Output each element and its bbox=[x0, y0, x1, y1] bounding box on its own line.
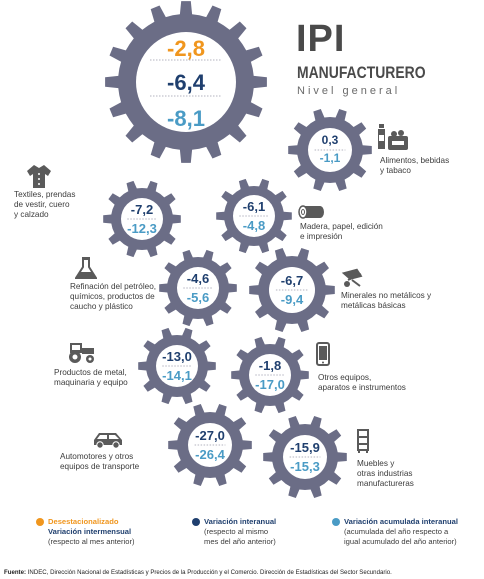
muebles-acumulada: -15,3 bbox=[290, 459, 320, 474]
muebles-label: Muebles y otras industrias manufacturera… bbox=[357, 459, 414, 488]
general-desestacionalizado: -2,8 bbox=[167, 36, 205, 61]
wheelbarrow-icon bbox=[341, 268, 363, 287]
textiles-label: Textiles, prendas de vestir, cuero y cal… bbox=[14, 190, 76, 219]
legend-title-interanual: Variación interanual bbox=[204, 517, 277, 526]
gear-metal-center bbox=[156, 345, 198, 387]
gear-refinacion-center bbox=[177, 267, 219, 309]
general-acumulada: -8,1 bbox=[167, 106, 205, 131]
gear-refinacion bbox=[159, 249, 237, 327]
otros-equipos-acumulada: -17,0 bbox=[255, 377, 285, 392]
tractor-icon bbox=[69, 343, 94, 363]
legend-text-interanual: (respecto al mismo mes del año anterior) bbox=[204, 527, 276, 546]
refinacion-label: Refinación del petróleo, químicos, produ… bbox=[70, 282, 157, 311]
legend-dot-navy bbox=[192, 518, 200, 526]
legend-text-acumulada: (acumulada del año respecto a igual acum… bbox=[344, 527, 457, 546]
refinacion-acumulada: -5,6 bbox=[186, 290, 210, 305]
madera-acumulada: -4,8 bbox=[242, 218, 266, 233]
general-interanual: -6,4 bbox=[167, 70, 205, 95]
gear-otros-equipos-center bbox=[249, 354, 291, 396]
metal-interanual: -13,0 bbox=[162, 349, 192, 364]
gear-madera-center bbox=[233, 195, 275, 237]
automotores-label: Automotores y otros equipos de transport… bbox=[60, 452, 140, 471]
gear-madera bbox=[216, 178, 292, 254]
legend-title-desestacionalizado: Desestacionalizado bbox=[48, 517, 119, 526]
gear-textiles bbox=[103, 180, 181, 258]
automotores-interanual: -27,0 bbox=[195, 428, 225, 443]
legend-dot-light bbox=[332, 518, 340, 526]
alimentos-acumulada: -1,1 bbox=[319, 151, 341, 165]
minerales-acumulada: -9,4 bbox=[280, 292, 304, 307]
gear-general-center bbox=[136, 32, 236, 132]
otros-equipos-interanual: -1,8 bbox=[258, 358, 282, 373]
madera-label: Madera, papel, edición e impresión bbox=[300, 222, 383, 241]
footer-label: Fuente: bbox=[4, 569, 27, 576]
alimentos-interanual: 0,3 bbox=[321, 133, 339, 147]
metal-label: Productos de metal, maquinaria y equipo bbox=[54, 368, 128, 387]
automotores-acumulada: -26,4 bbox=[195, 447, 225, 462]
legend-title-acumulada: Variación acumulada interanual bbox=[344, 517, 458, 526]
source-footer: Fuente: INDEC, Dirección Nacional de Est… bbox=[4, 569, 392, 576]
gear-textiles-center bbox=[121, 198, 163, 240]
metal-acumulada: -14,1 bbox=[162, 368, 192, 383]
legend-bold-intermensual: Variación intermensual bbox=[48, 527, 132, 536]
gear-alimentos bbox=[288, 109, 372, 191]
car-icon bbox=[94, 433, 122, 449]
wood-log-icon bbox=[298, 205, 324, 219]
page-title: IPI bbox=[296, 18, 346, 60]
phone-icon bbox=[316, 342, 330, 366]
footer-text: INDEC, Dirección Nacional de Estadística… bbox=[27, 569, 392, 576]
gear-minerales bbox=[249, 248, 335, 332]
food-bottles-icon bbox=[378, 124, 408, 150]
minerales-interanual: -6,7 bbox=[280, 273, 304, 288]
gear-general bbox=[105, 1, 267, 163]
legend-text-intermensual: (respecto al mes anterior) bbox=[48, 537, 135, 546]
gear-automotores bbox=[168, 404, 252, 486]
shirt-icon bbox=[27, 165, 51, 188]
flask-icon bbox=[75, 257, 97, 279]
textiles-acumulada: -12,3 bbox=[127, 221, 157, 236]
alimentos-label: Alimentos, bebidas y tabaco bbox=[380, 156, 450, 175]
refinacion-interanual: -4,6 bbox=[186, 271, 210, 286]
textiles-interanual: -7,2 bbox=[130, 202, 154, 217]
page-level: Nivel general bbox=[297, 85, 401, 97]
madera-interanual: -6,1 bbox=[242, 199, 266, 214]
gear-otros-equipos bbox=[231, 336, 309, 414]
gear-muebles bbox=[263, 416, 347, 498]
dresser-icon bbox=[357, 429, 369, 453]
gear-metal bbox=[138, 327, 216, 405]
minerales-label: Minerales no metálicos y metálicas básic… bbox=[341, 291, 432, 310]
muebles-interanual: -15,9 bbox=[290, 440, 320, 455]
otros-equipos-label: Otros equipos, aparatos e instrumentos bbox=[318, 373, 406, 392]
page-subtitle: MANUFACTURERO bbox=[297, 63, 426, 82]
legend-dot-orange bbox=[36, 518, 44, 526]
